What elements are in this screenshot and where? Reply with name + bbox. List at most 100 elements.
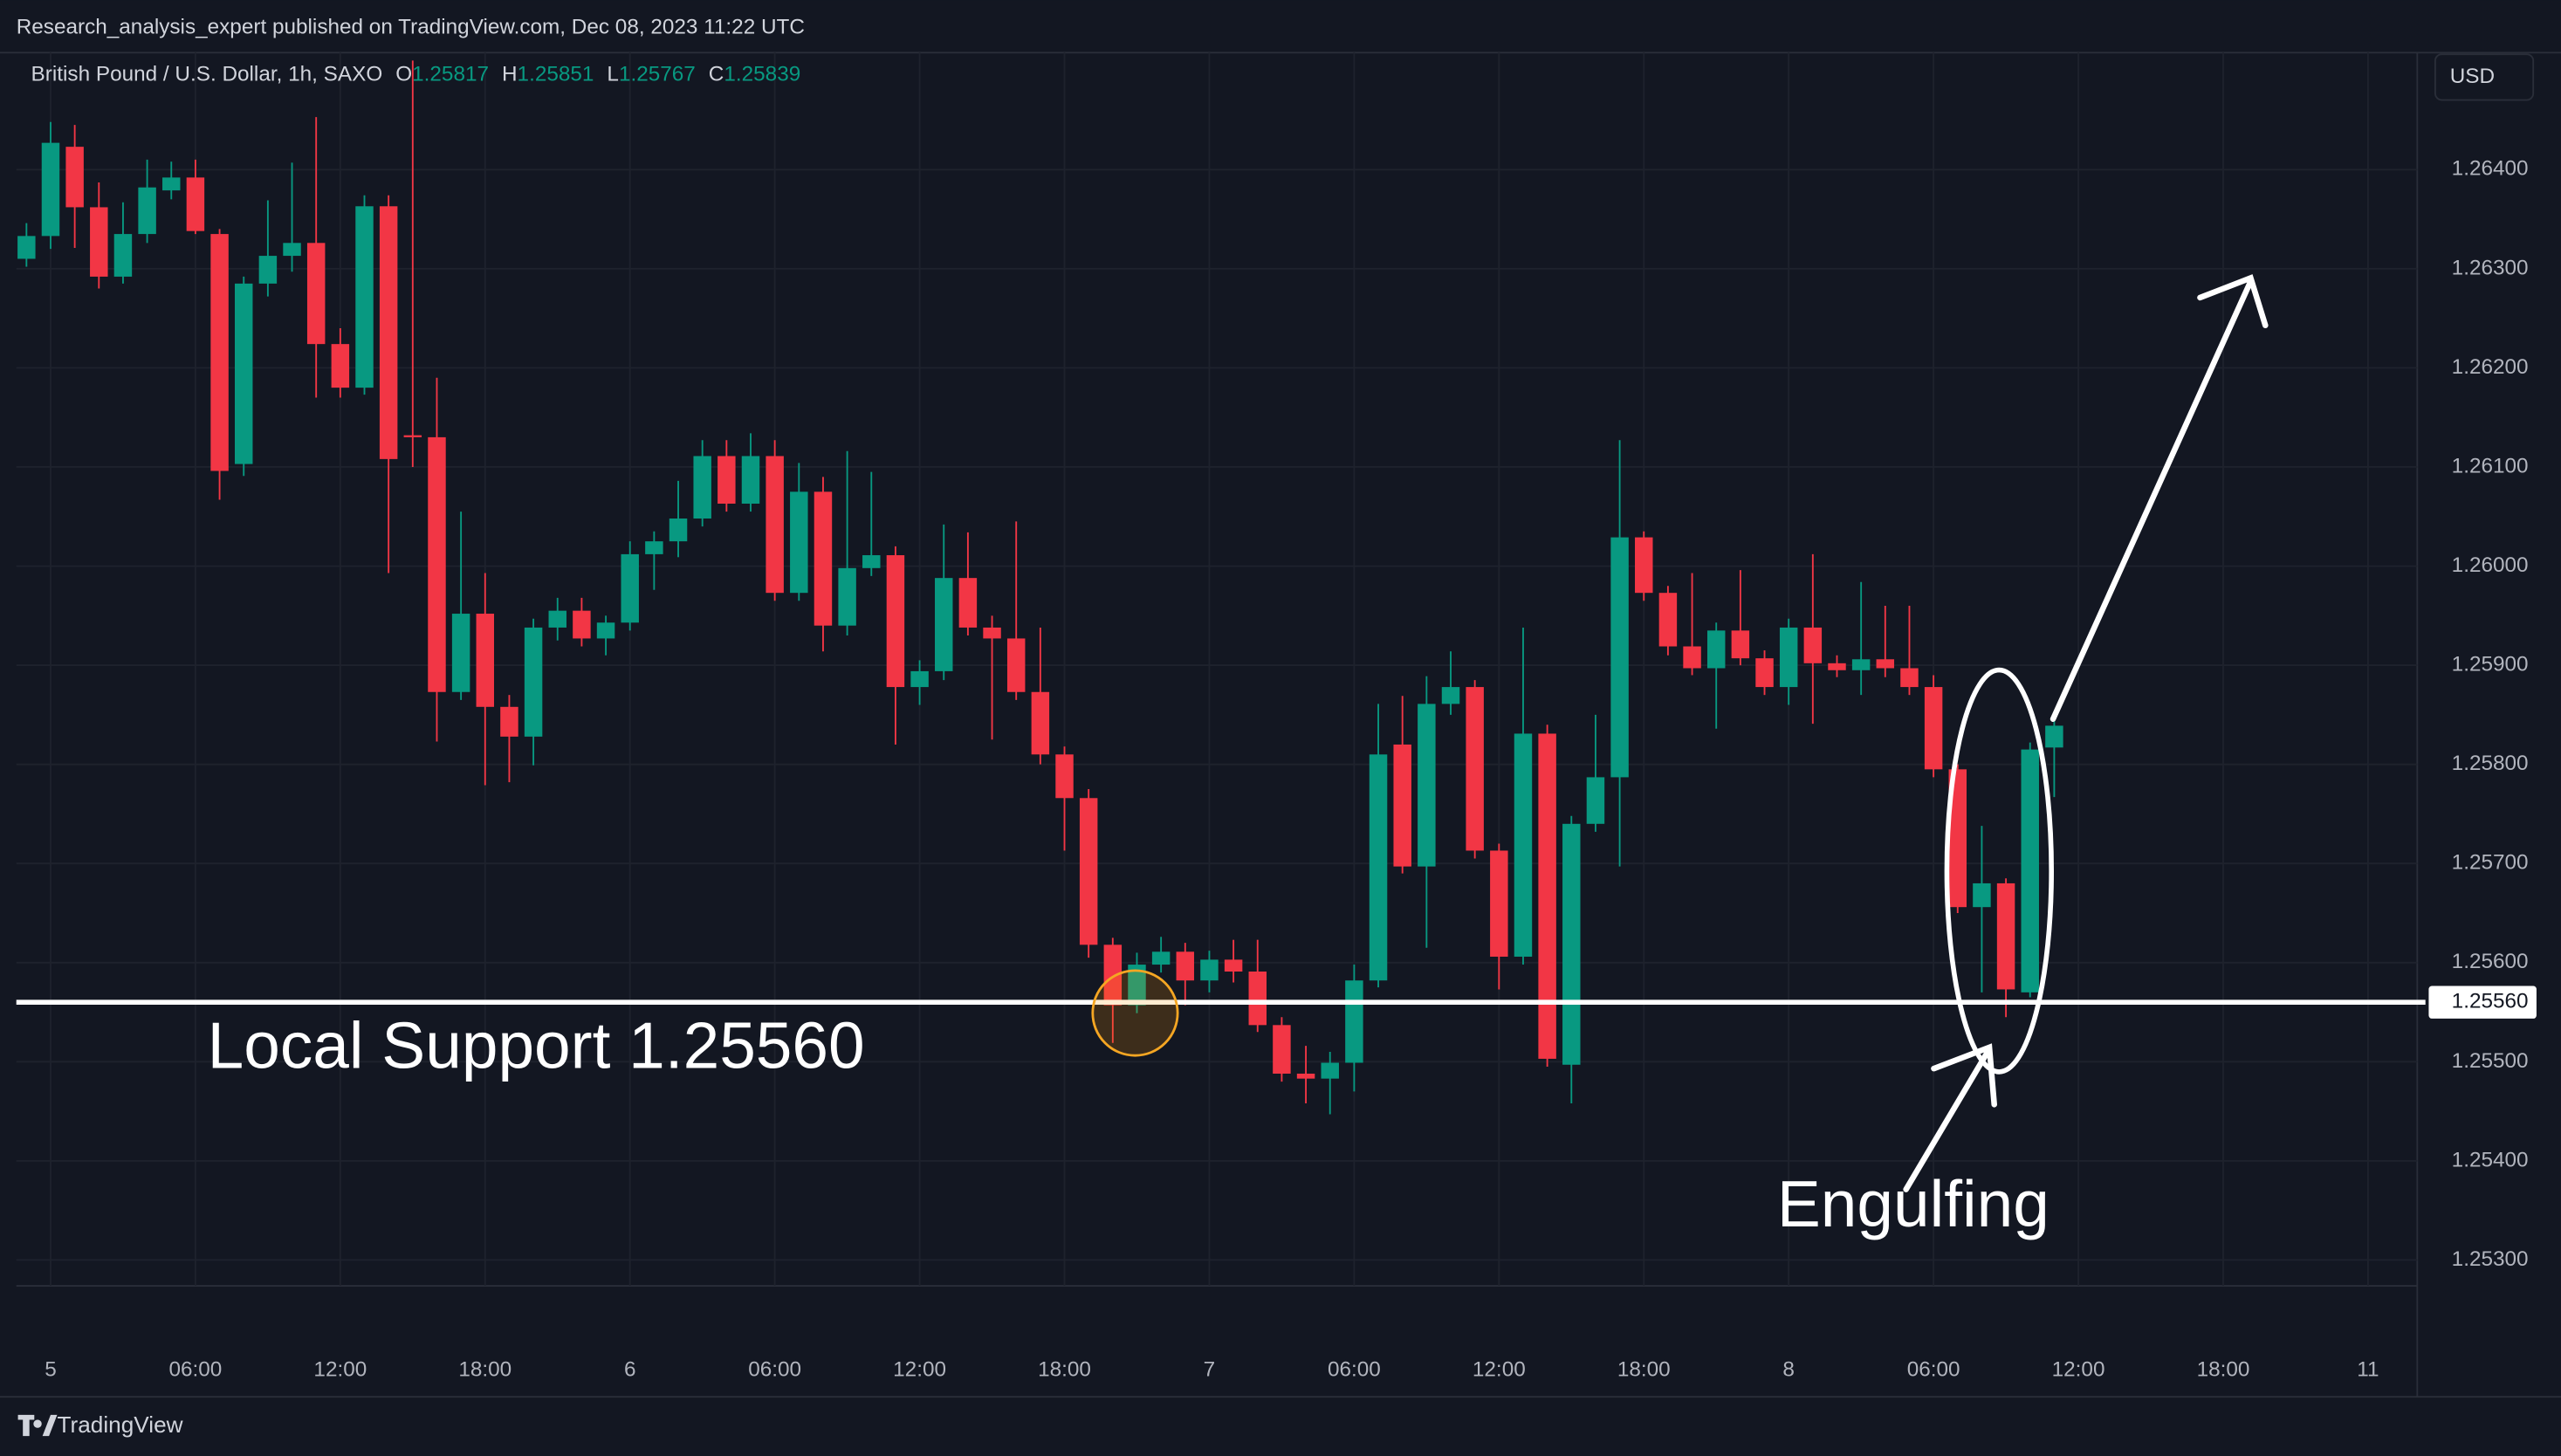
candle-body <box>1828 663 1846 670</box>
candle-body <box>1562 823 1581 1065</box>
candle-body <box>1586 777 1605 824</box>
candle-body <box>1031 691 1050 755</box>
high-label: H <box>502 63 518 86</box>
candle-body <box>1996 883 2015 990</box>
candle-body <box>1128 965 1146 1006</box>
candle-body <box>403 435 422 437</box>
candle-body <box>1514 733 1533 957</box>
x-tick-label: 06:00 <box>748 1358 801 1382</box>
candle-body <box>138 187 156 235</box>
candles <box>17 60 2063 1115</box>
candle-body <box>1393 744 1411 867</box>
candle-body <box>186 177 205 231</box>
candle-body <box>258 256 278 284</box>
candle-body <box>1055 754 1074 799</box>
x-tick-label: 7 <box>1204 1358 1216 1382</box>
currency-label[interactable]: USD <box>2450 65 2495 88</box>
candle-body <box>1248 972 1267 1026</box>
candle-body <box>113 234 133 277</box>
candle-body <box>1466 687 1484 851</box>
y-tick-label: 1.25700 <box>2452 851 2529 875</box>
x-tick-label: 11 <box>2357 1358 2379 1382</box>
candle-body <box>717 456 736 504</box>
y-tick-label: 1.26300 <box>2452 256 2529 279</box>
candle-body <box>1683 646 1701 669</box>
published-note: Research_analysis_expert published on Tr… <box>17 16 805 39</box>
low-label: L <box>607 63 619 86</box>
candle-body <box>331 344 350 388</box>
candle-body <box>476 614 495 707</box>
x-tick-label: 12:00 <box>893 1358 946 1382</box>
candle-body <box>548 610 566 628</box>
open-label: O <box>395 63 412 86</box>
y-tick-label: 1.26100 <box>2452 454 2529 477</box>
candle-body <box>1490 850 1508 957</box>
candle-body <box>596 622 615 639</box>
candle-body <box>1538 733 1556 1059</box>
candle-body <box>573 610 591 639</box>
candle-body <box>210 234 229 471</box>
y-tick-label: 1.25900 <box>2452 653 2529 676</box>
price-tag <box>2428 986 2537 1019</box>
candle-body <box>1224 959 1243 972</box>
highlight-circle <box>1091 969 1179 1057</box>
x-tick-label: 8 <box>1782 1358 1795 1382</box>
candle-body <box>838 567 856 626</box>
candle-body <box>1876 659 1895 669</box>
candle-body <box>790 491 808 594</box>
candle-body <box>910 670 929 688</box>
pointer-arrow <box>1903 1043 1997 1192</box>
price-tag-label: 1.25560 <box>2452 990 2529 1013</box>
y-tick-label: 1.26400 <box>2452 157 2529 181</box>
currency-button[interactable] <box>2434 53 2535 101</box>
close-label: C <box>709 63 724 86</box>
candle-body <box>2045 725 2063 748</box>
candle-body <box>524 627 543 737</box>
candle-body <box>741 456 760 504</box>
candle-body <box>1200 959 1219 981</box>
candle-body <box>1273 1025 1291 1074</box>
x-tick-label: 06:00 <box>168 1358 222 1382</box>
y-tick-label: 1.25300 <box>2452 1247 2529 1271</box>
candle-body <box>862 555 881 568</box>
candle-body <box>283 243 301 257</box>
candle-body <box>1779 627 1798 688</box>
candle-body <box>2021 749 2039 992</box>
candle-body <box>234 283 253 464</box>
brand-name: TradingView <box>57 1411 182 1438</box>
brand-logo <box>17 1414 58 1437</box>
candle-body <box>1296 1073 1315 1079</box>
y-tick-label: 1.25400 <box>2452 1148 2529 1171</box>
candle-body <box>983 627 1001 639</box>
candle-body <box>1321 1062 1339 1079</box>
high-value: 1.25851 <box>518 63 594 86</box>
y-tick-label: 1.25800 <box>2452 752 2529 775</box>
x-tick-label: 6 <box>624 1358 636 1382</box>
candle-body <box>1948 769 1967 908</box>
candle-body <box>1658 593 1678 647</box>
candle-body <box>451 614 470 692</box>
x-tick-label: 12:00 <box>313 1358 367 1382</box>
candle-body <box>355 206 374 388</box>
y-tick-label: 1.26000 <box>2452 553 2529 577</box>
candle-body <box>693 456 711 519</box>
candle-body <box>41 142 60 237</box>
candle-body <box>306 243 326 345</box>
x-tick-label: 5 <box>45 1358 57 1382</box>
candle-body <box>1418 704 1436 867</box>
open-value: 1.25817 <box>412 63 489 86</box>
candle-body <box>1345 980 1363 1063</box>
x-tick-label: 18:00 <box>1617 1358 1671 1382</box>
candle-body <box>669 519 688 542</box>
tick-labels: 1.25300 1.25400 1.25500 1.25600 1.25700 1.258… <box>45 157 2528 1382</box>
candle-body <box>1731 630 1750 659</box>
candle-body <box>65 147 84 208</box>
x-tick-label: 06:00 <box>1907 1358 1960 1382</box>
candle-body <box>1441 687 1460 704</box>
candle-body <box>1176 951 1195 981</box>
candle-body <box>1103 944 1123 1006</box>
candle-body <box>1635 537 1653 594</box>
candle-body <box>162 177 181 191</box>
x-tick-label: 18:00 <box>1038 1358 1091 1382</box>
